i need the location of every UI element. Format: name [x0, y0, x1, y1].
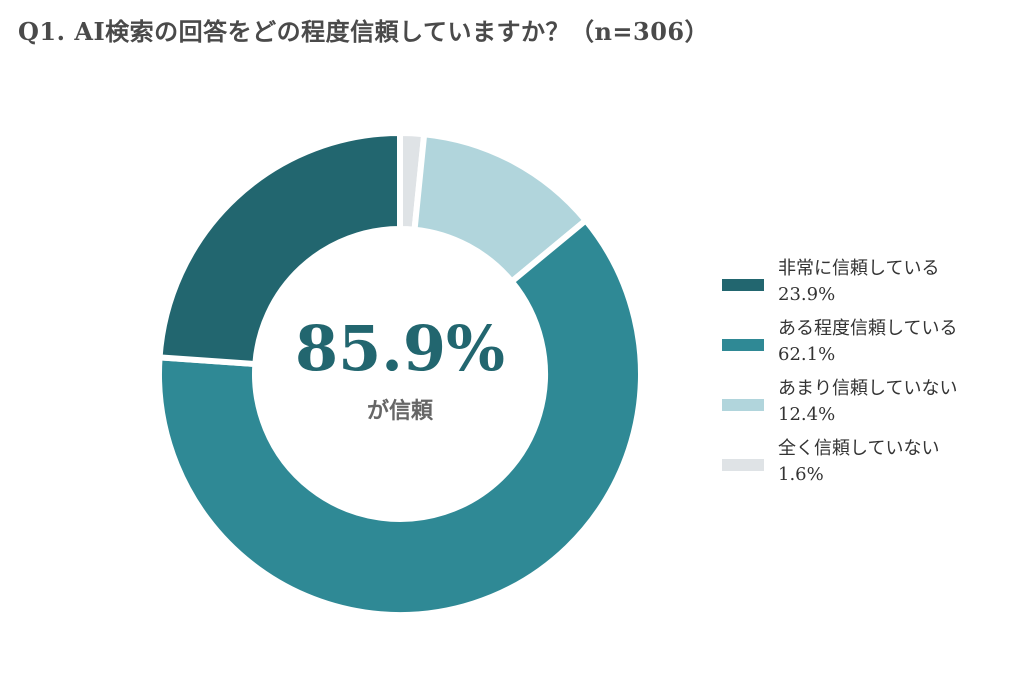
legend-item: 非常に信頼している 23.9%	[722, 256, 1012, 316]
legend-item: 全く信頼していない 1.6%	[722, 436, 1012, 496]
center-value: 85.9%	[295, 312, 505, 385]
legend-swatch	[722, 459, 764, 471]
legend-item: ある程度信頼している 62.1%	[722, 316, 1012, 376]
legend-label: 全く信頼していない	[778, 438, 940, 459]
legend-label: あまり信頼していない	[778, 378, 958, 399]
legend-percent: 23.9%	[778, 284, 836, 305]
legend-swatch	[722, 399, 764, 411]
legend-label: 非常に信頼している	[778, 258, 940, 279]
legend-percent: 12.4%	[778, 404, 836, 425]
donut-slice	[156, 129, 403, 368]
chart-title: Q1. AI検索の回答をどの程度信頼していますか？（n=306）	[18, 17, 710, 46]
donut-slice	[156, 216, 644, 618]
legend-percent: 62.1%	[778, 344, 836, 365]
legend-swatch	[722, 279, 764, 291]
legend-label: ある程度信頼している	[778, 318, 958, 339]
legend-item: あまり信頼していない 12.4%	[722, 376, 1012, 436]
legend-percent: 1.6%	[778, 464, 824, 485]
legend: 非常に信頼している 23.9% ある程度信頼している 62.1% あまり信頼して…	[722, 256, 1012, 496]
legend-swatch	[722, 339, 764, 351]
center-caption: が信頼	[366, 398, 433, 424]
